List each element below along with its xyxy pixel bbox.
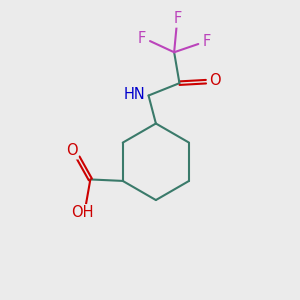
- Text: F: F: [174, 11, 182, 26]
- Text: O: O: [66, 143, 77, 158]
- Text: OH: OH: [71, 205, 94, 220]
- Text: O: O: [209, 73, 220, 88]
- Text: F: F: [138, 31, 146, 46]
- Text: F: F: [202, 34, 211, 49]
- Text: HN: HN: [124, 87, 145, 102]
